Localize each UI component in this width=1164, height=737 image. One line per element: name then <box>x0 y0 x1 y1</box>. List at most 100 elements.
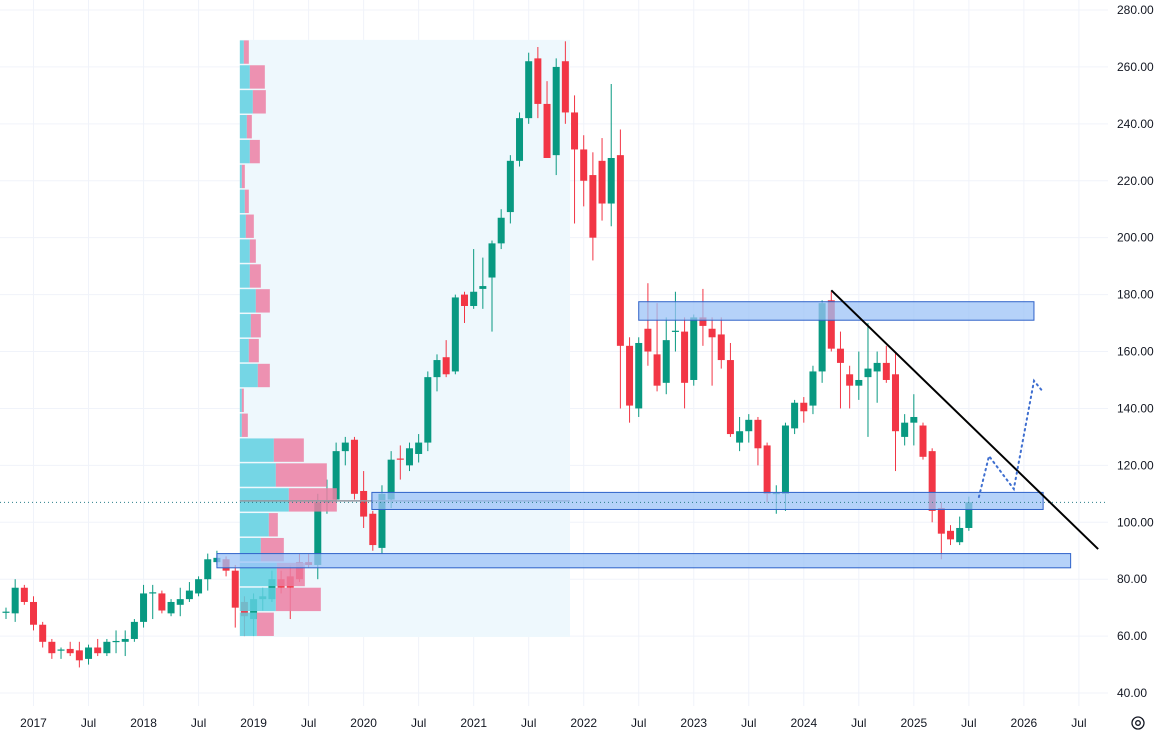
zones <box>216 301 1072 569</box>
profile-up-volume <box>239 40 244 64</box>
profile-down-volume <box>248 338 259 363</box>
profile-up-volume <box>239 363 258 388</box>
candle-up <box>378 493 386 548</box>
candle-up <box>497 217 505 244</box>
profile-up-volume <box>239 587 276 612</box>
profile-up-volume <box>239 413 242 437</box>
volume-profile-range <box>239 39 570 637</box>
candle-down <box>571 112 579 150</box>
candle-down <box>827 300 835 349</box>
candle-up <box>479 286 487 289</box>
candle-up <box>781 425 789 494</box>
candle-down <box>360 490 368 517</box>
candle-down <box>626 345 634 406</box>
candle-up <box>2 611 10 613</box>
profile-down-volume <box>244 189 249 214</box>
support-zone <box>216 553 1072 569</box>
price-tick-label: 100.00 <box>1117 515 1154 529</box>
profile-down-volume <box>255 289 270 313</box>
candle-up <box>516 118 524 161</box>
price-tick-label: 180.00 <box>1117 288 1154 302</box>
candle-down <box>75 650 83 661</box>
candle-down <box>717 334 725 361</box>
profile-down-volume <box>249 264 261 288</box>
candle-up <box>662 340 670 383</box>
time-tick-label: Jul <box>81 716 96 730</box>
candle-down <box>836 348 844 363</box>
profile-down-volume <box>275 587 321 612</box>
profile-down-volume <box>249 239 256 263</box>
candle-up <box>185 590 193 600</box>
candle-up <box>85 647 93 659</box>
candle-down <box>882 362 890 380</box>
candle-up <box>956 527 964 543</box>
profile-up-volume <box>239 438 274 462</box>
candle-up <box>57 649 65 651</box>
candle-up <box>314 502 322 565</box>
candle-down <box>543 103 551 158</box>
candle-up <box>387 459 395 500</box>
time-tick-label: Jul <box>1071 716 1086 730</box>
candle-up <box>809 371 817 406</box>
candle-down <box>39 624 47 642</box>
candle-up <box>671 330 679 332</box>
candle-up <box>488 243 496 278</box>
candle-up <box>121 638 129 642</box>
candle-up <box>855 379 863 386</box>
profile-up-volume <box>239 90 253 114</box>
candle-down <box>653 354 661 386</box>
candle-up <box>470 291 478 306</box>
candle-down <box>561 61 569 113</box>
profile-down-volume <box>276 562 305 587</box>
candle-up <box>204 559 212 580</box>
time-tick-label: Jul <box>411 716 426 730</box>
price-tick-label: 60.00 <box>1117 629 1147 643</box>
time-tick-label: 2024 <box>790 716 817 730</box>
time-tick-label: Jul <box>191 716 206 730</box>
candle-up <box>818 303 826 372</box>
candle-up <box>690 317 698 380</box>
time-tick-label: 2022 <box>570 716 597 730</box>
candle-down <box>598 160 606 204</box>
candle-down <box>158 593 166 611</box>
price-tick-label: 40.00 <box>1117 686 1147 700</box>
candle-down <box>396 458 404 460</box>
candle-down <box>589 175 597 238</box>
candle-down <box>442 357 450 375</box>
time-tick-label: Jul <box>961 716 976 730</box>
candle-up <box>901 422 909 437</box>
price-axis[interactable]: 280.00 260.00 240.00 220.00 200.00 180.00 160.… <box>1117 3 1154 700</box>
settings-gear-icon[interactable] <box>1129 714 1147 732</box>
time-tick-label: Jul <box>521 716 536 730</box>
candle-up <box>149 592 157 594</box>
price-tick-label: 280.00 <box>1117 3 1154 17</box>
candle-down <box>20 587 28 602</box>
profile-up-volume <box>239 115 247 139</box>
time-axis[interactable]: 2017 Jul 2018 Jul 2019 Jul 2020 Jul 2021 Jul 2022 J… <box>20 716 1086 730</box>
profile-down-volume <box>268 513 278 537</box>
candle-up <box>424 377 432 443</box>
candle-down <box>919 425 927 457</box>
candle-up <box>873 362 881 372</box>
candle-up <box>525 61 533 119</box>
time-tick-label: Jul <box>741 716 756 730</box>
profile-down-volume <box>275 463 327 487</box>
price-tick-label: 220.00 <box>1117 174 1154 188</box>
candle-up <box>910 416 918 423</box>
price-tick-label: 200.00 <box>1117 231 1154 245</box>
candle-down <box>891 374 899 432</box>
time-tick-label: 2023 <box>680 716 707 730</box>
resistance-zone <box>638 301 1035 321</box>
price-tick-label: 260.00 <box>1117 60 1154 74</box>
candle-up <box>451 297 459 372</box>
profile-up-volume <box>239 214 246 238</box>
candle-down <box>699 317 707 326</box>
candle-up <box>195 579 203 594</box>
candle-down <box>48 641 56 654</box>
candle-up <box>433 360 441 378</box>
candle-down <box>681 331 689 383</box>
candle-down <box>94 647 102 654</box>
price-tick-label: 120.00 <box>1117 458 1154 472</box>
profile-up-volume <box>239 65 250 89</box>
